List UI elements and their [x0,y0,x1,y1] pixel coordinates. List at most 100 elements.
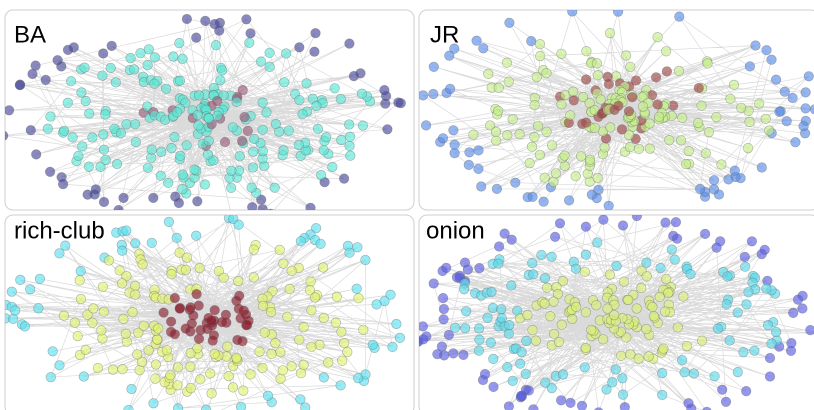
node [115,128,126,139]
node [65,76,77,87]
node [612,10,624,17]
node [254,346,265,357]
node [133,327,144,338]
node [255,56,267,67]
node [559,150,570,161]
node [304,285,316,296]
node [529,132,540,143]
node [502,130,513,141]
node [295,236,307,247]
node [491,135,502,146]
node [193,120,204,131]
node [506,280,517,291]
node [301,78,312,89]
node [708,184,720,195]
node [223,371,234,382]
node [391,318,402,330]
node [738,347,749,358]
node [188,310,199,321]
node [792,294,804,305]
node [306,305,317,316]
node [671,233,683,244]
node [535,50,546,62]
node [123,405,134,410]
node [264,61,275,73]
node [766,338,777,349]
node [110,77,121,88]
node [723,174,734,185]
node [342,346,353,358]
node [62,97,73,108]
node [174,247,185,258]
node [580,117,592,128]
node [298,322,309,333]
node [138,320,149,331]
node [592,237,603,248]
node [282,311,293,322]
node [309,46,320,57]
node [503,76,514,87]
node [136,356,148,368]
node [526,35,537,47]
node [468,129,479,140]
node [565,110,576,121]
node [800,87,811,98]
node [293,139,304,151]
node [539,273,551,284]
node [218,90,229,101]
node [602,303,613,314]
node [529,99,540,111]
node [603,78,614,90]
node [120,328,131,339]
node [524,158,535,169]
node [331,291,342,302]
node [27,68,38,80]
node [473,345,485,356]
node [265,208,276,210]
node [504,320,515,331]
node [593,184,604,196]
node [538,196,549,207]
node [636,282,647,294]
node [72,331,83,342]
node [766,54,777,65]
node [616,124,628,135]
node [659,306,671,317]
node [10,305,21,316]
node [579,362,590,373]
node [199,179,210,190]
node [200,15,211,26]
node [546,383,557,394]
node [168,51,179,62]
node [214,25,225,36]
node [82,309,93,320]
node [604,27,616,39]
node [367,339,378,350]
node [166,316,177,327]
node [557,276,569,287]
node [206,388,217,399]
node [54,360,65,371]
node [762,320,774,331]
node [76,87,87,98]
node [438,314,449,325]
node [803,71,814,82]
node [657,389,668,401]
node [117,364,128,375]
node [488,353,499,365]
node [436,341,448,352]
node [315,238,326,249]
node [247,162,258,173]
node [485,337,496,348]
node [202,149,213,160]
node [98,48,109,59]
node [305,276,316,287]
node [584,154,596,165]
node [494,241,505,252]
node [166,269,177,280]
node [353,293,364,304]
node [637,101,649,112]
node [680,159,692,170]
node [595,94,606,105]
node [306,341,317,352]
